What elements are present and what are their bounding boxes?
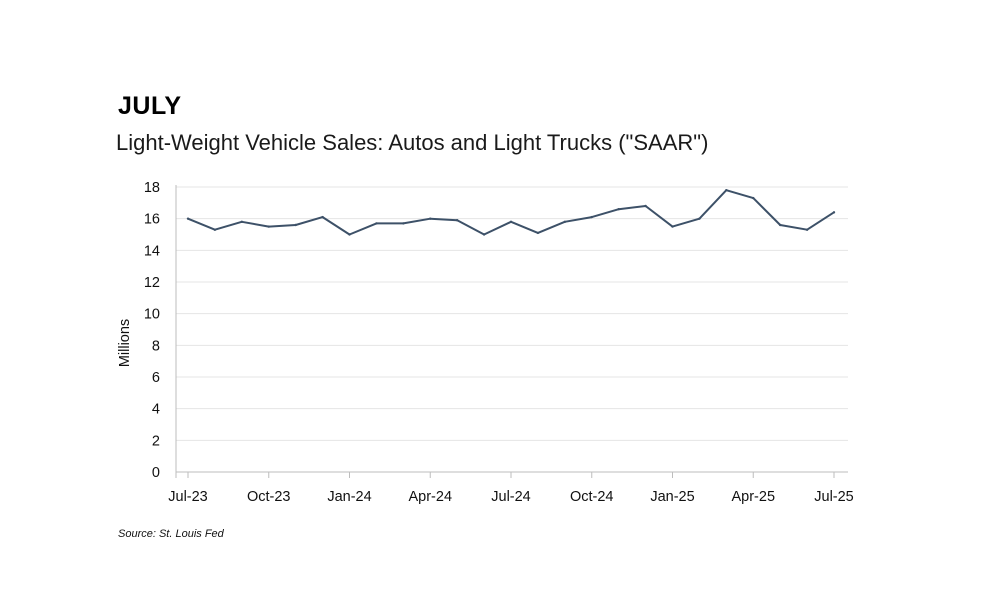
data-point bbox=[348, 233, 351, 236]
data-point bbox=[644, 204, 647, 208]
data-point bbox=[455, 219, 459, 222]
chart-heading: JULY bbox=[118, 92, 182, 120]
data-point bbox=[294, 223, 297, 227]
x-tick-label: Oct-23 bbox=[247, 489, 291, 505]
y-tick-label: 0 bbox=[152, 465, 160, 481]
data-point bbox=[563, 220, 567, 224]
data-point bbox=[402, 222, 405, 225]
data-point bbox=[805, 228, 809, 231]
y-tick-label: 18 bbox=[144, 180, 160, 196]
chart-title: Light-Weight Vehicle Sales: Autos and Li… bbox=[116, 130, 709, 155]
y-tick-label: 16 bbox=[144, 212, 160, 228]
y-tick-label: 12 bbox=[144, 275, 160, 291]
data-point bbox=[429, 217, 432, 220]
data-point bbox=[617, 207, 620, 211]
data-point bbox=[509, 220, 513, 224]
data-point bbox=[590, 215, 593, 219]
data-point bbox=[375, 222, 378, 225]
y-tick-label: 8 bbox=[152, 338, 160, 354]
data-point bbox=[240, 220, 244, 224]
y-tick-labels: 0 2 4 6 8 10 12 14 16 18 bbox=[144, 180, 160, 481]
data-point bbox=[536, 231, 540, 235]
series-line bbox=[187, 189, 835, 236]
data-point bbox=[671, 225, 674, 228]
x-tick-label: Apr-25 bbox=[731, 489, 775, 505]
data-point bbox=[725, 188, 728, 192]
data-point bbox=[321, 215, 324, 219]
data-point bbox=[752, 196, 755, 200]
data-point bbox=[832, 211, 836, 214]
x-tick-labels: Jul-23 Oct-23 Jan-24 Apr-24 Jul-24 Oct-24 Jan-… bbox=[168, 489, 854, 505]
y-tick-label: 2 bbox=[152, 433, 160, 449]
x-tick-label: Jan-25 bbox=[650, 489, 694, 505]
series bbox=[186, 188, 836, 236]
data-point bbox=[778, 223, 782, 227]
y-tick-label: 4 bbox=[152, 402, 160, 418]
x-tick-label: Jul-25 bbox=[814, 489, 854, 505]
data-point bbox=[186, 217, 190, 220]
y-tick-label: 14 bbox=[144, 243, 160, 259]
source-note: Source: St. Louis Fed bbox=[118, 528, 224, 540]
data-point bbox=[213, 228, 217, 231]
data-point bbox=[482, 233, 486, 236]
y-axis-label: Millions bbox=[117, 319, 133, 367]
x-tick-label: Oct-24 bbox=[570, 489, 614, 505]
data-point bbox=[698, 217, 701, 220]
x-tick-label: Jul-24 bbox=[491, 489, 531, 505]
x-tick-label: Jan-24 bbox=[327, 489, 371, 505]
axes bbox=[175, 185, 848, 478]
x-tick-label: Apr-24 bbox=[408, 489, 452, 505]
gridlines bbox=[176, 186, 848, 441]
y-tick-label: 6 bbox=[152, 370, 160, 386]
x-tick-label: Jul-23 bbox=[168, 489, 208, 505]
data-point bbox=[267, 225, 270, 228]
y-tick-label: 10 bbox=[144, 307, 160, 323]
